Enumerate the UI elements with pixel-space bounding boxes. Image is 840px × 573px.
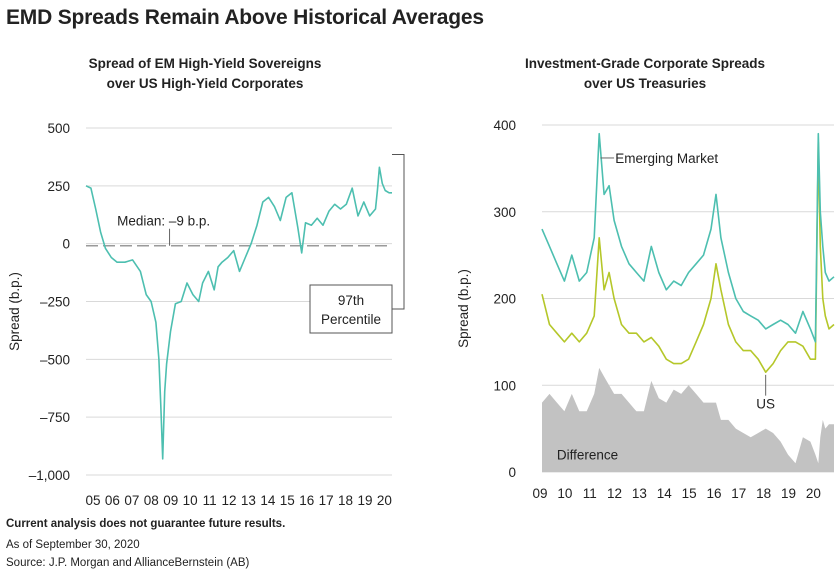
median-label: Median: –9 b.p. <box>117 214 210 229</box>
left-chart-title-line-1: Spread of EM High-Yield Sovereigns <box>88 56 322 71</box>
x-tick-label: 11 <box>203 493 217 508</box>
right-chart-title-line-1: Investment-Grade Corporate Spreads <box>524 56 766 71</box>
percentile-label-line-1: 97th <box>338 293 364 308</box>
percentile-label-line-2: Percentile <box>321 312 381 327</box>
emerging-market-line <box>541 132 835 343</box>
y-tick-label: –1,000 <box>29 468 70 483</box>
x-tick-label: 15 <box>280 493 295 508</box>
y-tick-label: –250 <box>40 295 70 310</box>
y-tick-label: 0 <box>508 465 516 480</box>
x-tick-label: 20 <box>806 486 821 501</box>
x-tick-label: 11 <box>583 486 597 501</box>
source-note: Source: J.P. Morgan and AllianceBernstei… <box>6 557 250 569</box>
page-title: EMD Spreads Remain Above Historical Aver… <box>6 6 484 29</box>
x-tick-label: 05 <box>85 493 100 508</box>
x-tick-label: 12 <box>607 486 622 501</box>
difference-label: Difference <box>557 448 618 463</box>
right-chart-title-line-2: over US Treasuries <box>583 76 707 91</box>
right-chart: 400 300 200 100 0 09 10 11 12 13 14 15 16 17 18 19 20 Spr… <box>456 118 835 501</box>
as-of-note: As of September 30, 2020 <box>6 539 140 551</box>
y-tick-label: 100 <box>493 378 516 393</box>
x-tick-label: 08 <box>144 493 159 508</box>
percentile-box <box>309 284 393 334</box>
x-tick-label: 10 <box>183 493 198 508</box>
emerging-market-label: Emerging Market <box>615 151 718 166</box>
x-tick-label: 18 <box>756 486 771 501</box>
x-tick-label: 18 <box>338 493 353 508</box>
x-tick-label: 17 <box>319 493 334 508</box>
x-tick-label: 14 <box>260 493 276 508</box>
x-tick-label: 20 <box>377 493 392 508</box>
right-chart-title: Investment-Grade Corporate Spreads over … <box>480 54 810 94</box>
us-line <box>541 141 835 374</box>
y-tick-label: 0 <box>62 237 70 252</box>
y-tick-label: 500 <box>47 121 70 136</box>
x-tick-label: 09 <box>163 493 178 508</box>
x-tick-label: 10 <box>557 486 572 501</box>
x-tick-label: 19 <box>357 493 372 508</box>
y-tick-label: 400 <box>493 118 516 133</box>
y-axis-label: Spread (b.p.) <box>456 269 471 348</box>
x-tick-label: 09 <box>532 486 547 501</box>
x-tick-label: 16 <box>706 486 721 501</box>
y-tick-label: –500 <box>40 352 70 367</box>
x-tick-label: 07 <box>124 493 139 508</box>
disclaimer-note: Current analysis does not guarantee futu… <box>6 518 286 530</box>
left-chart: 500 250 0 –250 –500 –750 –1,000 05 06 07 08 09 10 11 1… <box>7 121 405 508</box>
y-axis-label: Spread (b.p.) <box>7 272 22 351</box>
x-tick-label: 12 <box>221 493 236 508</box>
x-tick-label: 13 <box>632 486 647 501</box>
x-tick-label: 06 <box>105 493 120 508</box>
difference-area <box>542 367 834 472</box>
y-tick-label: –750 <box>40 410 70 425</box>
y-tick-label: 250 <box>47 179 70 194</box>
left-chart-title: Spread of EM High-Yield Sovereigns over … <box>40 54 370 94</box>
x-tick-label: 19 <box>781 486 796 501</box>
x-tick-label: 13 <box>241 493 256 508</box>
spread-line <box>85 166 392 460</box>
y-tick-label: 300 <box>493 205 516 220</box>
x-tick-label: 15 <box>682 486 697 501</box>
percentile-bracket <box>392 153 405 310</box>
us-label: US <box>756 397 775 412</box>
y-tick-label: 200 <box>493 292 516 307</box>
x-tick-label: 17 <box>731 486 746 501</box>
x-tick-label: 16 <box>299 493 314 508</box>
left-chart-title-line-2: over US High-Yield Corporates <box>106 76 304 91</box>
x-tick-label: 14 <box>657 486 673 501</box>
